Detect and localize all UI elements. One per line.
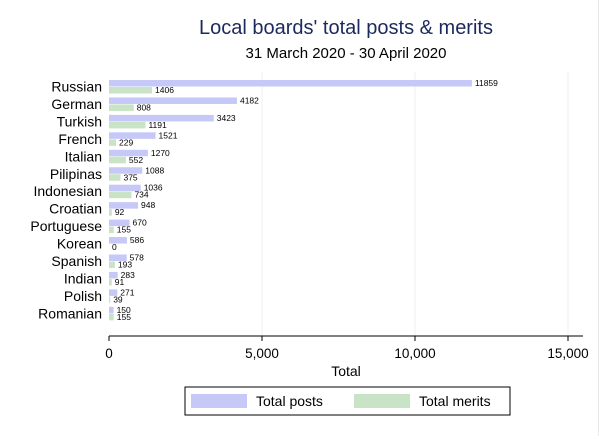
chart-subtitle: 31 March 2020 - 30 April 2020 xyxy=(246,45,447,62)
bar-total-merits xyxy=(109,278,112,286)
x-axis-title: Total xyxy=(331,363,361,379)
category-label: Spanish xyxy=(51,253,102,269)
bar-total-posts xyxy=(109,271,118,279)
value-label-total-merits: 193 xyxy=(118,260,132,270)
bar-total-merits xyxy=(109,121,146,129)
value-label-total-merits: 92 xyxy=(115,207,125,217)
bar-total-posts xyxy=(109,237,127,244)
category-label: German xyxy=(51,96,102,112)
bar-total-merits xyxy=(109,296,111,303)
bar-total-posts xyxy=(109,219,130,227)
value-label-total-merits: 91 xyxy=(115,277,125,287)
category-label: Korean xyxy=(57,236,102,252)
bar-total-posts xyxy=(109,306,114,314)
chart-title: Local boards' total posts & merits xyxy=(199,17,493,39)
legend-swatch-total-merits xyxy=(354,394,410,408)
value-label-total-posts: 586 xyxy=(130,235,144,245)
value-label-total-posts: 1270 xyxy=(151,148,170,158)
bar-total-posts xyxy=(109,97,237,104)
value-label-total-merits: 1191 xyxy=(148,120,167,130)
bar-total-posts xyxy=(109,80,472,87)
value-label-total-merits: 155 xyxy=(117,312,131,322)
grid-layer xyxy=(261,72,569,336)
legend-label-total-posts: Total posts xyxy=(256,393,323,409)
legend-label-total-merits: Total merits xyxy=(419,393,491,409)
value-label-total-merits: 229 xyxy=(119,137,133,147)
bar-total-merits xyxy=(109,191,132,199)
x-ticks-layer: 0 5,000 10,000 15,000 xyxy=(105,336,589,361)
x-tick-label: 10,000 xyxy=(394,346,435,361)
value-label-total-merits: 1406 xyxy=(155,85,174,95)
bar-total-posts xyxy=(109,149,148,157)
category-label: French xyxy=(58,131,102,147)
value-label-total-posts: 3423 xyxy=(217,113,236,123)
bar-total-merits xyxy=(109,226,114,234)
value-label-total-posts: 948 xyxy=(141,200,155,210)
category-label: Polish xyxy=(64,288,102,304)
value-label-total-posts: 4182 xyxy=(240,95,259,105)
bar-total-posts xyxy=(109,184,141,192)
value-label-total-merits: 155 xyxy=(117,225,131,235)
bar-total-posts xyxy=(109,254,127,261)
value-label-total-merits: 0 xyxy=(112,242,117,252)
legend-box xyxy=(184,386,511,416)
value-label-total-posts: 271 xyxy=(120,287,134,297)
category-label: Portuguese xyxy=(30,218,102,234)
value-label-total-posts: 1036 xyxy=(144,183,163,193)
x-tick-label: 0 xyxy=(105,346,113,361)
value-label-total-merits: 734 xyxy=(134,190,148,200)
category-label: Indian xyxy=(64,270,102,286)
bar-total-merits xyxy=(109,139,117,146)
value-label-total-posts: 1521 xyxy=(159,130,178,140)
bar-total-posts xyxy=(109,289,118,296)
value-label-total-posts: 670 xyxy=(133,218,147,228)
x-tick-label: 5,000 xyxy=(245,346,279,361)
value-label-total-merits: 808 xyxy=(137,102,151,112)
bar-total-merits xyxy=(109,104,134,111)
value-label-total-posts: 283 xyxy=(121,270,135,280)
category-label: Turkish xyxy=(57,113,102,129)
category-label: Romanian xyxy=(38,305,102,321)
value-label-total-posts: 150 xyxy=(117,305,131,315)
value-label-total-posts: 578 xyxy=(130,253,144,263)
value-label-total-posts: 11859 xyxy=(475,78,498,88)
legend: Total posts Total merits xyxy=(184,386,511,416)
category-label: Indonesian xyxy=(33,183,102,199)
bar-total-posts xyxy=(109,202,139,209)
value-label-total-merits: 552 xyxy=(129,155,143,165)
category-label: Italian xyxy=(65,148,102,164)
category-label: Pilipinas xyxy=(50,166,102,182)
category-label: Croatian xyxy=(49,201,102,217)
bar-total-merits xyxy=(109,313,114,321)
category-label: Russian xyxy=(51,79,102,95)
legend-swatch-total-posts xyxy=(191,394,247,408)
value-label-total-merits: 39 xyxy=(113,294,123,304)
bar-total-merits xyxy=(109,261,115,268)
bar-total-posts xyxy=(109,114,214,122)
bar-total-posts xyxy=(109,167,143,174)
bar-total-posts xyxy=(109,132,156,139)
value-label-total-merits: 375 xyxy=(123,172,137,182)
x-tick-label: 15,000 xyxy=(547,346,588,361)
bar-total-merits xyxy=(109,174,121,181)
value-labels-layer: 1185914064182808342311911521229127055210… xyxy=(112,78,498,322)
bar-total-merits xyxy=(109,156,126,164)
bar-total-merits xyxy=(109,87,153,94)
value-label-total-posts: 1088 xyxy=(145,165,164,175)
bar-total-merits xyxy=(109,209,112,216)
bars-layer xyxy=(109,80,472,321)
